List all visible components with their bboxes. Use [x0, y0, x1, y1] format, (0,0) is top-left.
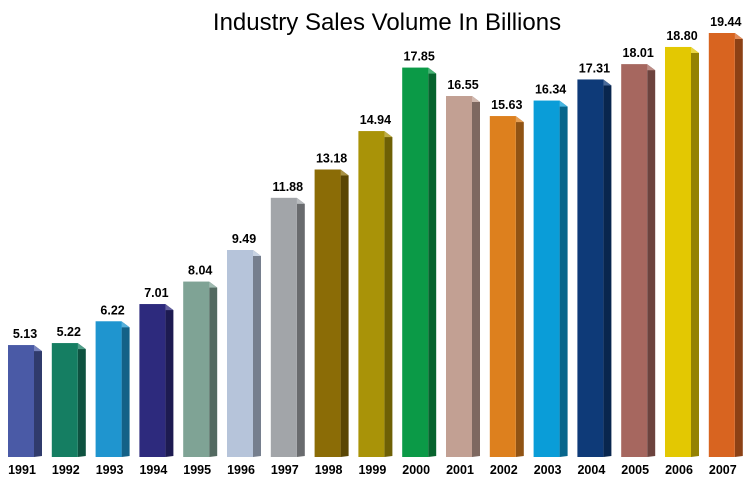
value-label-1996: 9.49	[232, 232, 256, 246]
category-label-1994: 1994	[139, 463, 167, 477]
bar-2001	[446, 96, 480, 457]
value-label-2000: 17.85	[404, 50, 435, 64]
bar-side-2004	[603, 79, 612, 457]
bar-side-1994	[165, 304, 174, 457]
bar-side-2002	[515, 116, 524, 458]
bar-front-1994	[139, 304, 166, 457]
bar-front-2000	[402, 67, 429, 457]
bar-side-2003	[559, 100, 568, 458]
bar-front-2007	[708, 33, 735, 457]
category-label-1997: 1997	[271, 463, 299, 477]
bar-front-2002	[489, 116, 516, 458]
category-labels: 1991 1992 1993 1994 1995 1996 1997 1998 1999 2000…	[8, 463, 737, 477]
category-label-2005: 2005	[621, 463, 649, 477]
bar-1996	[227, 250, 261, 457]
category-label-2000: 2000	[402, 463, 430, 477]
bar-front-1999	[358, 131, 385, 458]
value-labels: 5.13 5.22 6.22 7.01 8.04 9.49 11.88 13.18 14.94 1…	[13, 15, 742, 341]
value-label-2006: 18.80	[666, 29, 697, 43]
category-label-1993: 1993	[96, 463, 124, 477]
value-label-2001: 16.55	[447, 78, 478, 92]
bar-front-1998	[314, 169, 341, 457]
bar-side-2005	[647, 64, 656, 457]
bar-side-1992	[77, 343, 86, 457]
category-label-1999: 1999	[358, 463, 386, 477]
bar-front-2006	[665, 46, 691, 457]
bar-side-1999	[384, 131, 393, 458]
bars	[8, 33, 743, 458]
bar-front-2004	[577, 79, 604, 457]
bar-1998	[314, 169, 349, 457]
value-label-1999: 14.94	[360, 113, 391, 127]
bar-side-2006	[691, 46, 699, 457]
bar-front-1996	[227, 250, 253, 457]
bar-front-2003	[533, 100, 560, 458]
bar-2005	[621, 64, 656, 457]
value-label-1995: 8.04	[188, 264, 212, 278]
value-label-1997: 11.88	[273, 180, 304, 194]
bar-2006	[665, 46, 699, 457]
category-label-1992: 1992	[52, 463, 80, 477]
category-label-1998: 1998	[315, 463, 343, 477]
bar-side-1991	[34, 345, 42, 457]
bar-side-1995	[209, 281, 218, 457]
value-label-1998: 13.18	[316, 152, 347, 166]
chart-title: Industry Sales Volume In Billions	[213, 9, 561, 36]
value-label-2005: 18.01	[623, 46, 654, 60]
value-label-2007: 19.44	[710, 15, 741, 29]
category-label-2006: 2006	[665, 463, 693, 477]
category-label-2004: 2004	[577, 463, 605, 477]
bar-side-2001	[472, 96, 480, 457]
bar-1999	[358, 131, 393, 458]
bar-side-1996	[253, 250, 261, 457]
bar-front-1992	[51, 343, 78, 457]
category-label-2001: 2001	[446, 463, 474, 477]
bar-front-1997	[270, 197, 297, 457]
bar-2000	[402, 67, 437, 457]
category-label-2007: 2007	[709, 463, 737, 477]
bar-1991	[8, 345, 42, 457]
value-label-2002: 15.63	[491, 98, 522, 112]
bar-1995	[183, 281, 218, 457]
bar-front-1991	[8, 345, 34, 457]
bar-side-1993	[121, 321, 130, 457]
bar-side-1997	[296, 197, 305, 457]
bar-2007	[708, 33, 743, 457]
category-label-1991: 1991	[8, 463, 36, 477]
value-label-2004: 17.31	[579, 61, 610, 75]
bar-front-2005	[621, 64, 648, 457]
bar-side-2007	[734, 33, 743, 457]
category-label-1996: 1996	[227, 463, 255, 477]
value-label-1994: 7.01	[144, 286, 168, 300]
category-label-2003: 2003	[534, 463, 562, 477]
value-label-1993: 6.22	[100, 303, 124, 317]
bar-1992	[51, 343, 86, 457]
category-label-2002: 2002	[490, 463, 518, 477]
value-label-2003: 16.34	[535, 83, 566, 97]
bar-1997	[270, 197, 305, 457]
value-label-1992: 5.22	[57, 325, 81, 339]
bar-front-1993	[95, 321, 122, 457]
category-label-1995: 1995	[183, 463, 211, 477]
bar-front-1995	[183, 281, 210, 457]
value-label-1991: 5.13	[13, 327, 37, 341]
bar-side-1998	[340, 169, 349, 457]
bar-front-2001	[446, 96, 472, 457]
bar-side-2000	[428, 67, 437, 457]
bar-1994	[139, 304, 174, 457]
bar-2002	[489, 116, 524, 458]
bar-2004	[577, 79, 612, 457]
bar-1993	[95, 321, 130, 457]
bar-2003	[533, 100, 568, 458]
